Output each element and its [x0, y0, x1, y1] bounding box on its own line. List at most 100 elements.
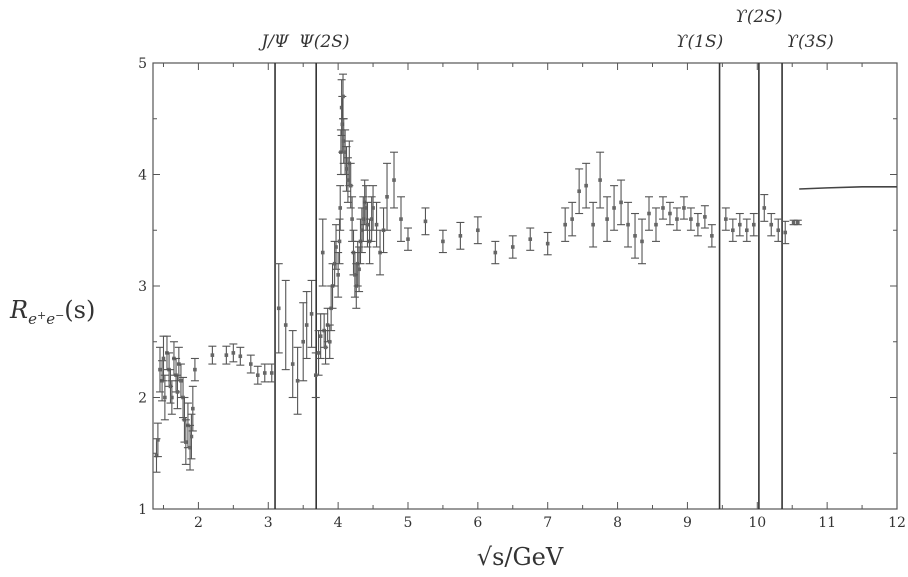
- data-marker: [769, 222, 774, 227]
- data-point: [293, 346, 302, 415]
- data-marker: [191, 406, 195, 411]
- data-point: [631, 212, 640, 259]
- data-marker: [341, 94, 345, 99]
- data-marker: [361, 217, 366, 221]
- data-marker: [350, 217, 354, 221]
- data-marker: [179, 378, 183, 383]
- data-marker: [619, 200, 623, 205]
- data-marker: [353, 273, 357, 277]
- data-point: [760, 194, 769, 222]
- data-point: [188, 385, 197, 432]
- data-marker: [647, 211, 651, 216]
- data-point: [767, 212, 776, 237]
- data-point: [299, 302, 308, 382]
- x-tick-label: 8: [613, 515, 622, 531]
- resonance-label: ϒ(2S): [735, 7, 782, 27]
- data-point: [568, 201, 577, 237]
- data-point: [774, 218, 783, 242]
- data-marker: [528, 237, 533, 241]
- data-marker: [796, 220, 800, 225]
- x-tick-label: 9: [683, 515, 692, 531]
- data-marker: [751, 222, 756, 227]
- data-point: [543, 231, 552, 256]
- data-point: [318, 218, 327, 287]
- data-point: [190, 357, 199, 382]
- data-marker: [189, 434, 194, 439]
- data-marker: [696, 222, 700, 227]
- data-marker: [374, 222, 379, 227]
- data-point: [260, 363, 269, 383]
- data-marker: [255, 373, 260, 377]
- data-point: [346, 162, 355, 209]
- data-point: [693, 212, 702, 237]
- data-point: [526, 227, 535, 251]
- data-point: [575, 168, 584, 215]
- resonance-label: ϒ(1S): [676, 32, 723, 52]
- resonance-label: ϒ(3S): [786, 32, 833, 52]
- data-point: [651, 207, 660, 242]
- y-tick-label: 4: [138, 168, 147, 184]
- data-point: [208, 345, 217, 365]
- data-point: [348, 196, 357, 242]
- data-marker: [605, 217, 609, 221]
- data-point: [721, 207, 730, 231]
- data-point: [314, 330, 323, 376]
- data-point: [390, 151, 399, 209]
- data-point: [403, 227, 412, 251]
- data-point: [330, 240, 339, 287]
- data-marker: [545, 241, 550, 246]
- data-marker: [175, 390, 180, 394]
- data-point: [159, 335, 168, 382]
- data-point: [281, 279, 290, 371]
- data-marker: [493, 250, 498, 255]
- data-marker: [399, 217, 403, 221]
- data-marker: [344, 167, 349, 171]
- data-point: [222, 345, 231, 365]
- data-point: [307, 279, 316, 348]
- y-tick-label: 3: [138, 279, 147, 295]
- data-point: [187, 413, 196, 460]
- data-point: [334, 252, 343, 298]
- data-point: [679, 196, 688, 220]
- x-tick-label: 12: [888, 515, 906, 531]
- data-marker: [371, 206, 375, 210]
- data-marker: [577, 189, 581, 194]
- data-point: [153, 422, 162, 458]
- data-point: [624, 201, 633, 248]
- data-marker: [338, 206, 343, 210]
- data-point: [735, 212, 744, 237]
- data-point: [665, 201, 674, 226]
- data-marker: [304, 323, 309, 327]
- data-point: [152, 438, 161, 473]
- data-marker: [231, 351, 236, 355]
- data-marker: [776, 228, 781, 233]
- data-marker: [385, 195, 389, 199]
- data-marker: [249, 362, 253, 366]
- data-marker: [301, 339, 305, 344]
- data-point: [302, 291, 311, 360]
- data-point: [372, 201, 381, 248]
- data-marker: [168, 384, 173, 389]
- data-point: [596, 151, 605, 209]
- data-marker: [423, 219, 428, 224]
- data-marker: [476, 228, 480, 233]
- data-point: [686, 207, 695, 231]
- data-point: [369, 185, 378, 231]
- data-marker: [348, 183, 353, 188]
- data-marker: [570, 217, 574, 221]
- data-marker: [334, 245, 338, 249]
- data-marker: [369, 217, 374, 221]
- data-marker: [332, 261, 337, 266]
- data-marker: [323, 345, 328, 350]
- x-tick-label: 10: [748, 515, 766, 531]
- data-marker: [210, 353, 215, 357]
- data-point: [336, 185, 345, 231]
- data-point: [155, 346, 164, 393]
- plot-frame: [152, 62, 898, 510]
- data-marker: [163, 395, 167, 400]
- data-point: [229, 343, 238, 363]
- data-marker: [364, 206, 368, 210]
- data-marker: [309, 312, 314, 316]
